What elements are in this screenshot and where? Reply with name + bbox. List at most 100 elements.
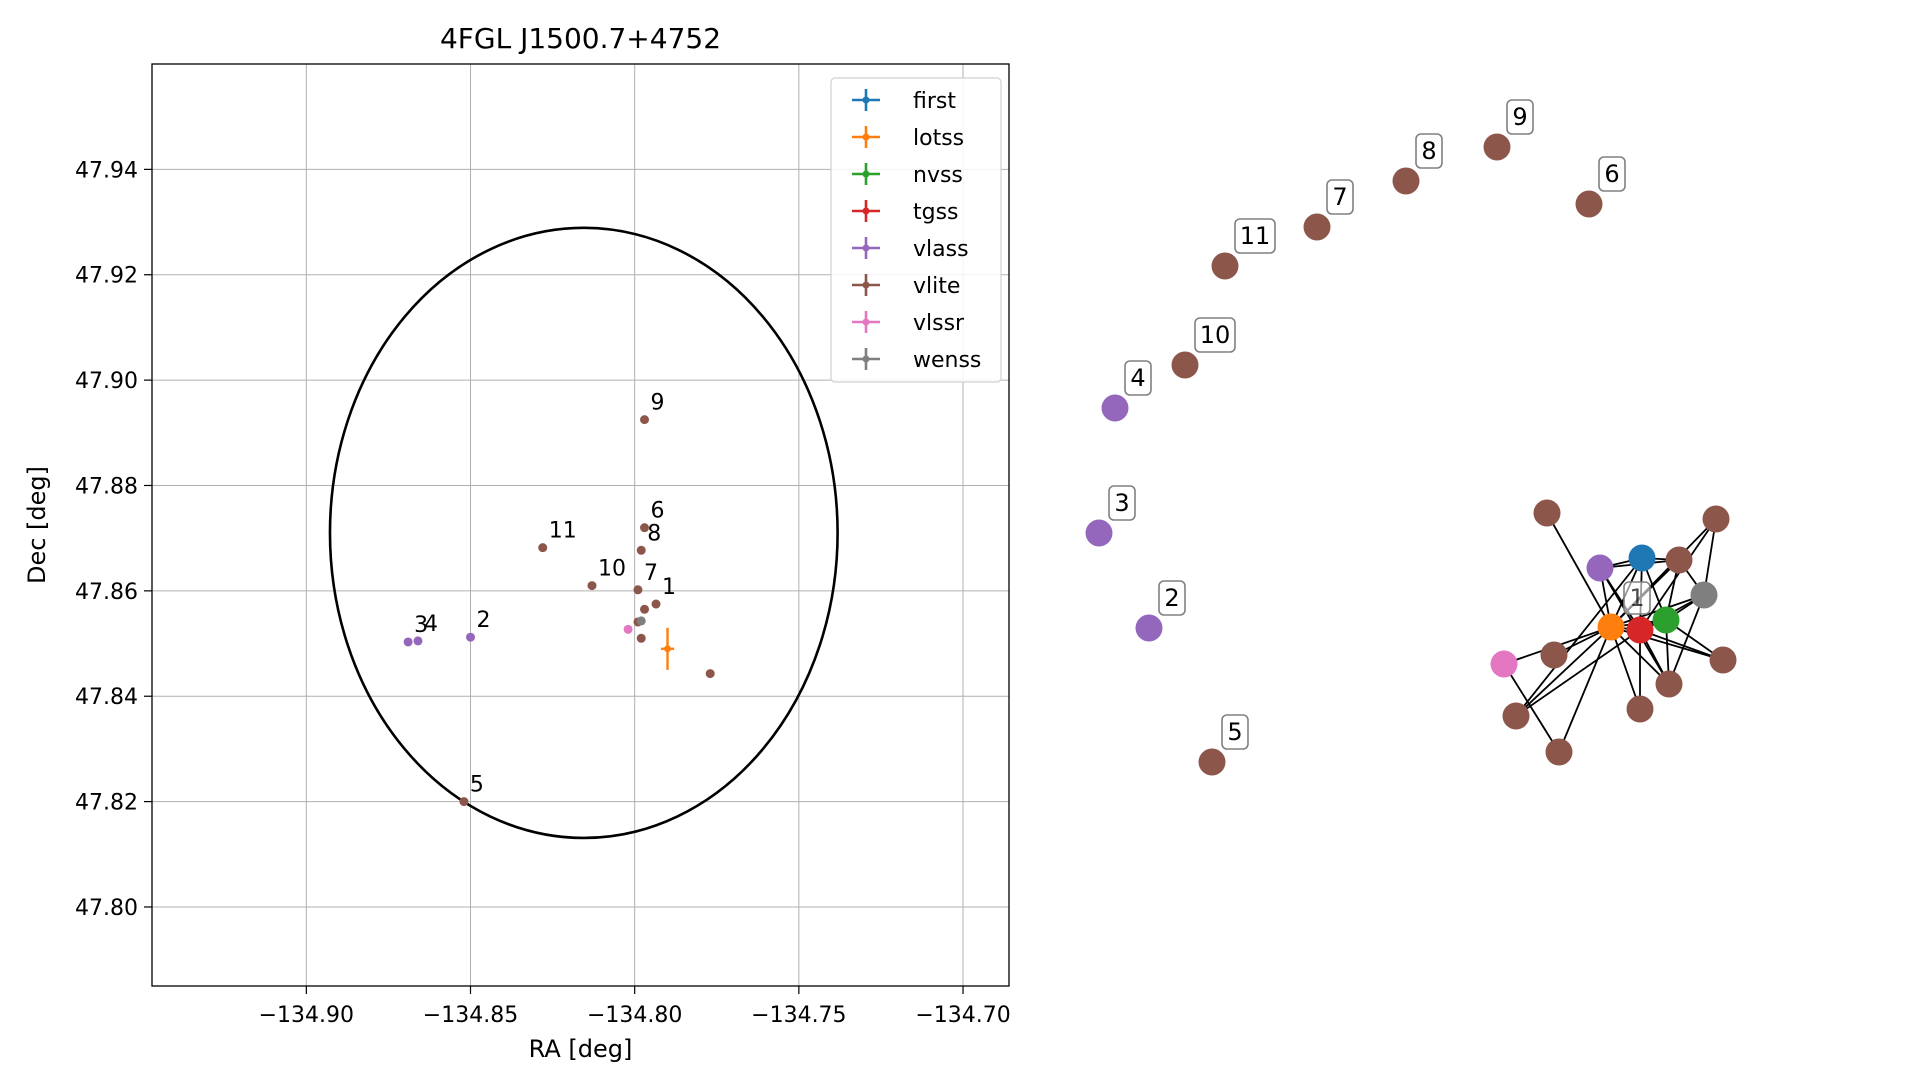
y-tick-label: 47.90 (75, 369, 138, 394)
y-tick-label: 47.80 (75, 896, 138, 921)
graph-node-n10 (1171, 351, 1199, 379)
svg-text:3: 3 (1114, 489, 1129, 517)
y-tick-label: 47.82 (75, 791, 138, 816)
legend-entry-nvss: nvss (852, 163, 963, 188)
legend-marker-dot (862, 133, 870, 141)
graph-node-n8 (1392, 167, 1420, 195)
graph-node-n7 (1303, 213, 1331, 241)
point-label-11: 11 (549, 519, 577, 544)
graph-edge (1515, 557, 1643, 717)
svg-text:1: 1 (1629, 584, 1644, 612)
point-label-10: 10 (598, 557, 626, 582)
graph-labels: 9 8 6 7 11 10 4 3 2 5 1 (1108, 99, 1651, 750)
graph-node-lotss (1597, 613, 1625, 641)
graph-node-vlite-i (1626, 695, 1654, 723)
graph-edge (1503, 663, 1560, 753)
graph-edge (1639, 518, 1717, 631)
y-tick-label: 47.92 (75, 264, 138, 289)
legend-marker-dot (862, 170, 870, 178)
point-label-7: 7 (644, 561, 658, 586)
svg-text:5: 5 (1227, 718, 1242, 746)
graph-node-vlass-c (1586, 554, 1614, 582)
y-axis-ticks: 47.80 47.82 47.84 47.86 47.88 47.90 47.92 47.94 (75, 158, 152, 921)
graph-node-vlite-b (1665, 546, 1693, 574)
legend-entry-vlass: vlass (852, 237, 969, 262)
graph-node-label-7: 7 (1326, 179, 1354, 215)
point-label-5: 5 (470, 773, 484, 798)
graph-node-label-3: 3 (1108, 485, 1136, 521)
point-labels: 34 2 9 68 11 10 71 5 (414, 391, 676, 798)
point-label-2: 2 (477, 608, 491, 633)
vlass-point (403, 637, 413, 647)
graph-node-label-10: 10 (1194, 317, 1236, 353)
graph-node-label-9: 9 (1506, 99, 1534, 135)
chart-title: 4FGL J1500.7+4752 (440, 22, 721, 55)
graph-node-vlite-f (1502, 702, 1530, 730)
point-label-3: 3 (414, 613, 428, 638)
vlass-point (466, 632, 476, 642)
vlssr-point (623, 624, 633, 634)
legend-marker-dot (862, 318, 870, 326)
legend-label: first (913, 89, 956, 114)
x-axis-label: RA [deg] (529, 1035, 633, 1063)
x-axis-ticks: −134.90 −134.85 −134.80 −134.75 −134.70 (259, 986, 1011, 1028)
vlite-point (636, 633, 646, 643)
network-graph-panel: 9 8 6 7 11 10 4 3 2 5 1 (1085, 99, 1737, 776)
vlite-point (459, 797, 469, 807)
x-tick-label: −134.70 (915, 1003, 1010, 1028)
y-tick-label: 47.86 (75, 580, 138, 605)
graph-node-vlite-e (1540, 641, 1568, 669)
graph-node-n6 (1575, 190, 1603, 218)
svg-text:7: 7 (1332, 183, 1347, 211)
vlass-point (413, 636, 423, 646)
graph-node-vlite-a (1533, 499, 1561, 527)
graph-edge (1668, 594, 1705, 685)
legend-label: lotss (913, 126, 964, 151)
graph-node-vlite-d (1709, 646, 1737, 674)
svg-text:10: 10 (1200, 321, 1231, 349)
graph-node-nvss (1652, 606, 1680, 634)
legend-label: wenss (913, 348, 981, 373)
graph-node-label-5: 5 (1221, 714, 1249, 750)
x-tick-label: −134.80 (587, 1003, 682, 1028)
graph-node-label-11: 11 (1234, 218, 1276, 254)
graph-node-wenss (1690, 581, 1718, 609)
legend-marker-dot (862, 96, 870, 104)
legend-entry-first: first (852, 89, 956, 114)
legend-entry-wenss: wenss (852, 348, 981, 373)
graph-node-label-4: 4 (1124, 360, 1152, 396)
point-label-6: 6 (651, 499, 665, 524)
svg-text:6: 6 (1604, 160, 1619, 188)
vlite-point (538, 543, 548, 553)
graph-node-first (1628, 544, 1656, 572)
vlite-point (587, 581, 597, 591)
svg-text:8: 8 (1421, 137, 1436, 165)
axes-frame (151, 63, 1010, 987)
legend-entry-lotss: lotss (852, 126, 964, 151)
graph-node-label-8: 8 (1415, 133, 1443, 169)
legend-marker-dot (862, 207, 870, 215)
legend-entry-tgss: tgss (852, 200, 959, 225)
legend-label: vlssr (913, 311, 965, 336)
svg-text:2: 2 (1164, 584, 1179, 612)
vlite-point (636, 545, 646, 555)
svg-text:11: 11 (1240, 222, 1271, 250)
point-label-8: 8 (647, 521, 661, 546)
legend-marker-dot (862, 355, 870, 363)
point-label-4: 4 (424, 612, 438, 637)
legend-box (830, 77, 1002, 383)
x-tick-label: −134.90 (259, 1003, 354, 1028)
graph-node-vlite-g (1655, 670, 1683, 698)
vlite-point (633, 585, 643, 595)
graph-node-n11 (1211, 252, 1239, 280)
graph-node-vlite-h (1545, 738, 1573, 766)
point-label-1: 1 (662, 575, 676, 600)
graph-edge (1610, 626, 1641, 710)
legend-entry-vlite: vlite (852, 274, 960, 299)
y-tick-label: 47.88 (75, 474, 138, 499)
data-points (403, 415, 715, 807)
y-tick-label: 47.94 (75, 158, 138, 183)
graph-edge (1639, 629, 1724, 661)
